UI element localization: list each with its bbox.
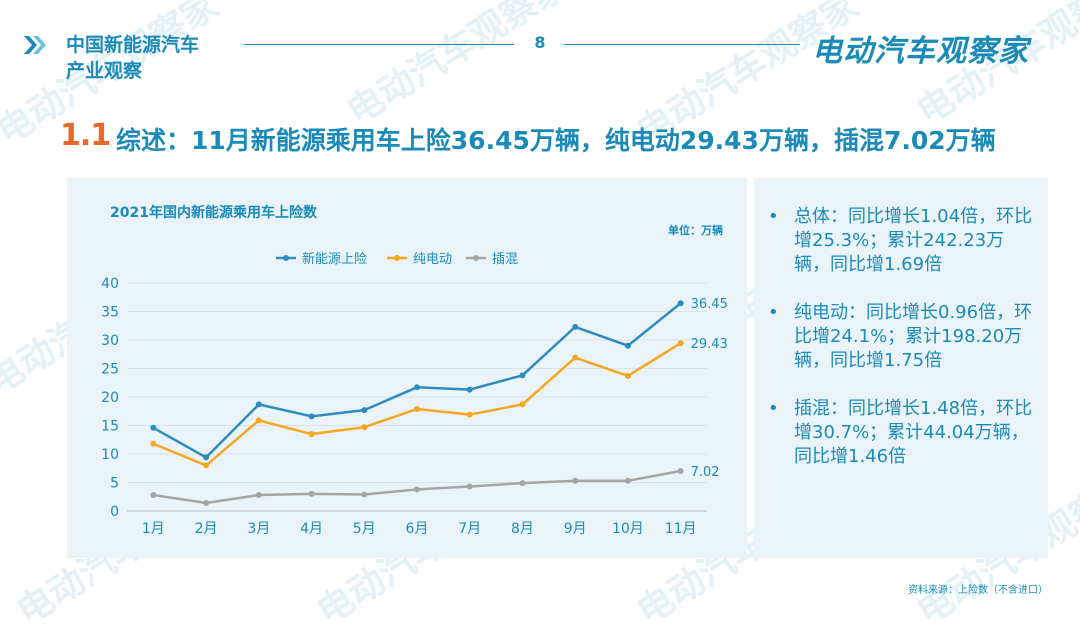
x-tick-label: 2月: [195, 521, 218, 537]
data-point: [624, 342, 631, 349]
y-tick-label: 30: [101, 333, 119, 349]
section-title: 综述：11月新能源乘用车上险36.45万辆，纯电动29.43万辆，插混7.02万…: [116, 126, 996, 155]
legend-marker: [283, 255, 289, 261]
legend-label: 插混: [492, 252, 518, 267]
summary-panel: [754, 178, 1048, 558]
data-point: [361, 407, 368, 414]
data-point: [203, 500, 210, 507]
legend-label: 纯电动: [413, 252, 452, 267]
data-label: 7.02: [691, 465, 720, 480]
summary-phev: 插混：同比增长1.48倍，环比增30.7%；累计44.04万辆，同比增1.46倍: [794, 398, 1033, 467]
y-tick-label: 15: [101, 419, 119, 435]
data-point: [255, 401, 262, 408]
y-tick-label: 0: [110, 504, 119, 520]
header-divider-right: [564, 44, 800, 45]
data-point: [308, 490, 315, 497]
data-point: [624, 477, 631, 484]
y-tick-label: 5: [110, 476, 119, 492]
data-point: [466, 483, 473, 490]
data-point: [150, 440, 157, 447]
data-point: [361, 424, 368, 431]
section-number: 1.1: [60, 118, 111, 153]
x-tick-label: 1月: [142, 521, 165, 537]
y-tick-label: 25: [101, 362, 119, 378]
bullet-dot: •: [768, 398, 779, 419]
brand-logo: 电动汽车观察家: [812, 34, 1029, 69]
data-point: [466, 386, 473, 393]
line-chart: 0 5 10 15 20 25 30 35 40 1月 2月 3月 4月 5月 6月 7月 8月 9月 10月 11月…: [101, 251, 728, 537]
source-note: 资料来源：上险数（不含进口）: [908, 585, 1048, 596]
chart-unit-label: 单位：万辆: [668, 224, 723, 237]
data-point: [677, 467, 684, 474]
x-tick-label: 7月: [458, 521, 481, 537]
x-tick-label: 11月: [665, 521, 697, 537]
data-point: [203, 462, 210, 469]
list-item: • 纯电动：同比增长0.96倍，环比增24.1%；累计198.20万辆，同比增1.…: [766, 301, 1038, 373]
legend-marker: [473, 255, 479, 261]
data-point: [677, 340, 684, 347]
data-point: [677, 300, 684, 307]
header-divider-left: [244, 44, 514, 45]
data-point: [414, 405, 420, 412]
data-point: [466, 411, 473, 418]
y-tick-label: 20: [101, 390, 119, 406]
data-point: [308, 431, 315, 438]
data-point: [150, 492, 157, 499]
data-point: [308, 413, 315, 420]
data-point: [624, 372, 631, 379]
legend-marker: [394, 255, 400, 261]
summary-total: 总体：同比增长1.04倍，环比增25.3%；累计242.23万辆，同比增1.69…: [794, 206, 1033, 275]
data-point: [361, 491, 368, 498]
y-tick-label: 40: [101, 276, 119, 292]
data-point: [572, 323, 579, 330]
bullet-dot: •: [768, 206, 779, 227]
data-point: [414, 486, 420, 493]
double-chevron-icon: [24, 36, 46, 54]
legend-label: 新能源上险: [302, 251, 367, 267]
data-point: [203, 454, 210, 461]
bullet-dot: •: [768, 302, 779, 323]
summary-list: • 总体：同比增长1.04倍，环比增25.3%；累计242.23万辆，同比增1.6…: [766, 205, 1038, 493]
data-point: [572, 354, 579, 361]
data-point: [519, 480, 526, 487]
data-label: 29.43: [691, 337, 728, 352]
header-title: 中国新能源汽车 产业观察: [66, 32, 199, 84]
chart-title: 2021年国内新能源乘用车上险数: [110, 205, 317, 221]
summary-bev: 纯电动：同比增长0.96倍，环比增24.1%；累计198.20万辆，同比增1.7…: [794, 302, 1033, 371]
series-line: [152, 342, 682, 467]
header-title-line2: 产业观察: [66, 60, 143, 82]
x-tick-label: 5月: [353, 521, 376, 537]
data-point: [255, 492, 262, 499]
data-point: [255, 417, 262, 424]
list-item: • 插混：同比增长1.48倍，环比增30.7%；累计44.04万辆，同比增1.46…: [766, 397, 1038, 469]
series-line: [152, 302, 682, 459]
page-number: 8: [534, 33, 546, 52]
data-label: 36.45: [691, 297, 728, 312]
y-tick-label: 35: [101, 305, 119, 321]
x-tick-label: 3月: [247, 521, 270, 537]
data-point: [150, 424, 157, 431]
data-point: [519, 401, 526, 408]
x-tick-label: 8月: [511, 521, 534, 537]
x-tick-label: 9月: [564, 521, 587, 537]
header-title-line1: 中国新能源汽车: [66, 34, 200, 56]
y-tick-label: 10: [101, 447, 119, 463]
x-tick-label: 4月: [300, 521, 323, 537]
data-point: [519, 372, 526, 379]
list-item: • 总体：同比增长1.04倍，环比增25.3%；累计242.23万辆，同比增1.6…: [766, 205, 1038, 277]
data-point: [414, 384, 420, 391]
x-tick-label: 6月: [406, 521, 429, 537]
x-tick-label: 10月: [612, 521, 644, 537]
data-point: [572, 477, 579, 484]
